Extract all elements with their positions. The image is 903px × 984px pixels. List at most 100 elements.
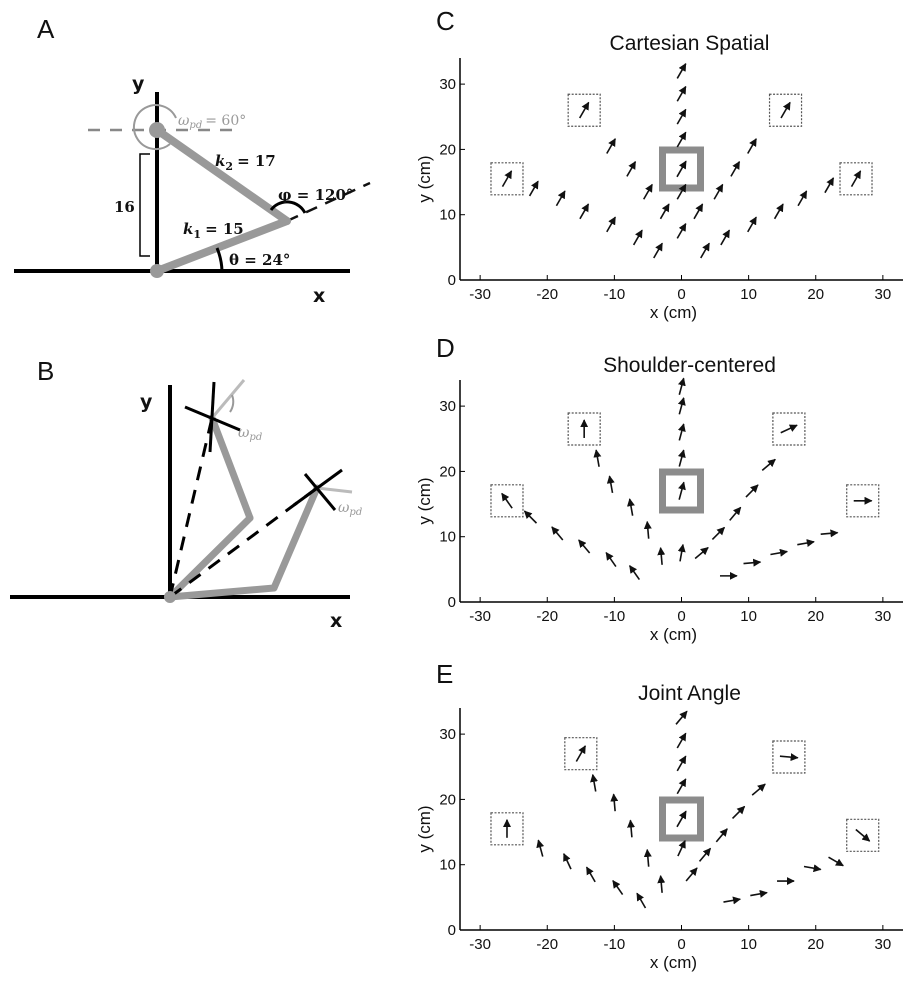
y-tick-label: 20 xyxy=(439,463,456,480)
peripheral-target-box xyxy=(846,818,880,852)
panel-a-forearm xyxy=(153,126,291,225)
box-arrow xyxy=(501,170,513,187)
panel-b: B y x ωpd ωpd xyxy=(10,356,362,632)
field-arrow xyxy=(528,180,539,197)
field-arrow xyxy=(676,755,687,772)
field-arrow xyxy=(711,526,725,541)
field-arrow xyxy=(820,529,839,538)
x-tick-label: 30 xyxy=(875,286,892,303)
x-tick-label: 30 xyxy=(875,608,892,625)
panel-a-x-label: x xyxy=(313,285,325,307)
x-tick-label: -10 xyxy=(604,936,626,953)
field-arrow xyxy=(642,183,653,200)
y-axis-label: y (cm) xyxy=(415,155,434,202)
field-arrow xyxy=(676,732,687,749)
field-arrow xyxy=(743,558,762,567)
y-tick-label: 20 xyxy=(439,791,456,808)
x-tick-label: 20 xyxy=(807,608,824,625)
field-arrow xyxy=(677,449,686,467)
panel-a-upper-arm xyxy=(153,217,291,275)
field-arrow xyxy=(803,864,822,873)
peripheral-target-box xyxy=(768,93,803,127)
panel-a-theta-label: θ = 24° xyxy=(229,251,290,269)
field-arrow xyxy=(555,190,566,207)
field-arrow xyxy=(605,551,617,567)
panel-a-phi-label: φ = 120° xyxy=(278,186,353,204)
y-tick-label: 30 xyxy=(439,398,456,415)
field-arrow xyxy=(653,242,663,259)
box-arrow xyxy=(676,810,687,828)
panel-b-radial-dash-1 xyxy=(168,417,214,598)
peripheral-target-box xyxy=(567,93,601,127)
field-arrow xyxy=(606,138,616,154)
box-arrow xyxy=(676,160,687,178)
panel-a-offset-label: 16 xyxy=(114,198,135,216)
chart-shoulder-centered: D Shoulder-centered -30 -20 -10 0 10 20 30 0 10 20 3… xyxy=(415,333,903,644)
panel-a-extension-dash xyxy=(286,181,371,223)
x-tick-label: 0 xyxy=(677,936,685,953)
y-tick-label: 30 xyxy=(439,76,456,93)
field-arrow xyxy=(747,138,757,154)
panel-b-cross-line-2 xyxy=(303,473,337,511)
field-arrow xyxy=(797,190,808,207)
field-arrow xyxy=(612,879,624,895)
x-tick-label: -10 xyxy=(604,608,626,625)
x-tick-label: 0 xyxy=(677,286,685,303)
field-arrow xyxy=(643,848,652,867)
panel-b-omega-label-2: ωpd xyxy=(338,500,362,518)
x-tick-label: 30 xyxy=(875,936,892,953)
field-arrow xyxy=(797,539,815,547)
field-arrow xyxy=(523,510,538,524)
panel-b-pd-direction-2 xyxy=(316,486,353,494)
field-arrow xyxy=(657,875,666,893)
field-arrow xyxy=(676,108,687,125)
panel-b-forearm-1 xyxy=(208,414,254,522)
panel-b-omega-label-1: ωpd xyxy=(238,425,262,443)
panel-a-k2-label: k2 = 17 xyxy=(215,152,276,173)
panel-b-cross-line-1 xyxy=(208,381,216,453)
x-axis-label: x (cm) xyxy=(650,303,697,322)
field-arrow xyxy=(770,548,788,557)
field-arrow xyxy=(676,222,687,239)
field-arrow xyxy=(773,203,784,220)
y-axis-label: y (cm) xyxy=(415,805,434,852)
field-arrow xyxy=(730,160,741,177)
field-arrow xyxy=(551,526,564,541)
field-arrow xyxy=(628,564,641,581)
panel-a-offset-bracket xyxy=(139,153,150,257)
chart-cartesian-spatial: C Cartesian Spatial -30 -20 -10 0 10 20 30 0 10 20 3… xyxy=(415,6,903,322)
x-tick-label: 10 xyxy=(740,286,757,303)
field-arrow xyxy=(676,778,687,795)
field-arrow xyxy=(747,216,757,233)
field-arrow xyxy=(606,475,615,493)
field-arrow xyxy=(750,889,768,898)
y-tick-label: 20 xyxy=(439,141,456,158)
field-arrow xyxy=(693,203,704,220)
panel-a-shoulder-joint xyxy=(150,264,164,278)
field-arrow xyxy=(677,839,686,857)
field-arrow xyxy=(610,793,619,812)
panel-b-x-label: x xyxy=(330,610,342,632)
panel-label: E xyxy=(436,659,453,689)
x-tick-label: -20 xyxy=(536,286,558,303)
panel-a-phi-arc xyxy=(269,200,307,214)
field-arrow xyxy=(824,177,835,194)
y-tick-label: 30 xyxy=(439,726,456,743)
field-arrow xyxy=(720,229,731,246)
x-tick-label: -10 xyxy=(604,286,626,303)
center-target-box xyxy=(659,468,704,514)
box-arrow xyxy=(780,101,791,119)
panel-a-k1-label: k1 = 15 xyxy=(183,220,244,241)
field-arrow xyxy=(723,896,741,905)
panel-b-radial-dash-2 xyxy=(169,486,318,599)
field-arrow xyxy=(676,63,687,79)
field-arrow xyxy=(578,539,591,554)
panel-b-omega-arc-1 xyxy=(229,394,235,413)
panel-label: D xyxy=(436,333,455,363)
x-tick-label: -30 xyxy=(469,936,491,953)
box-arrow xyxy=(501,492,513,509)
x-tick-label: 20 xyxy=(807,936,824,953)
field-arrow xyxy=(632,229,643,246)
peripheral-target-box xyxy=(564,737,598,771)
panel-a: A y x 16 ωpd = 60° k2 = 17 k1 = 15 φ = 120°… xyxy=(14,14,371,307)
